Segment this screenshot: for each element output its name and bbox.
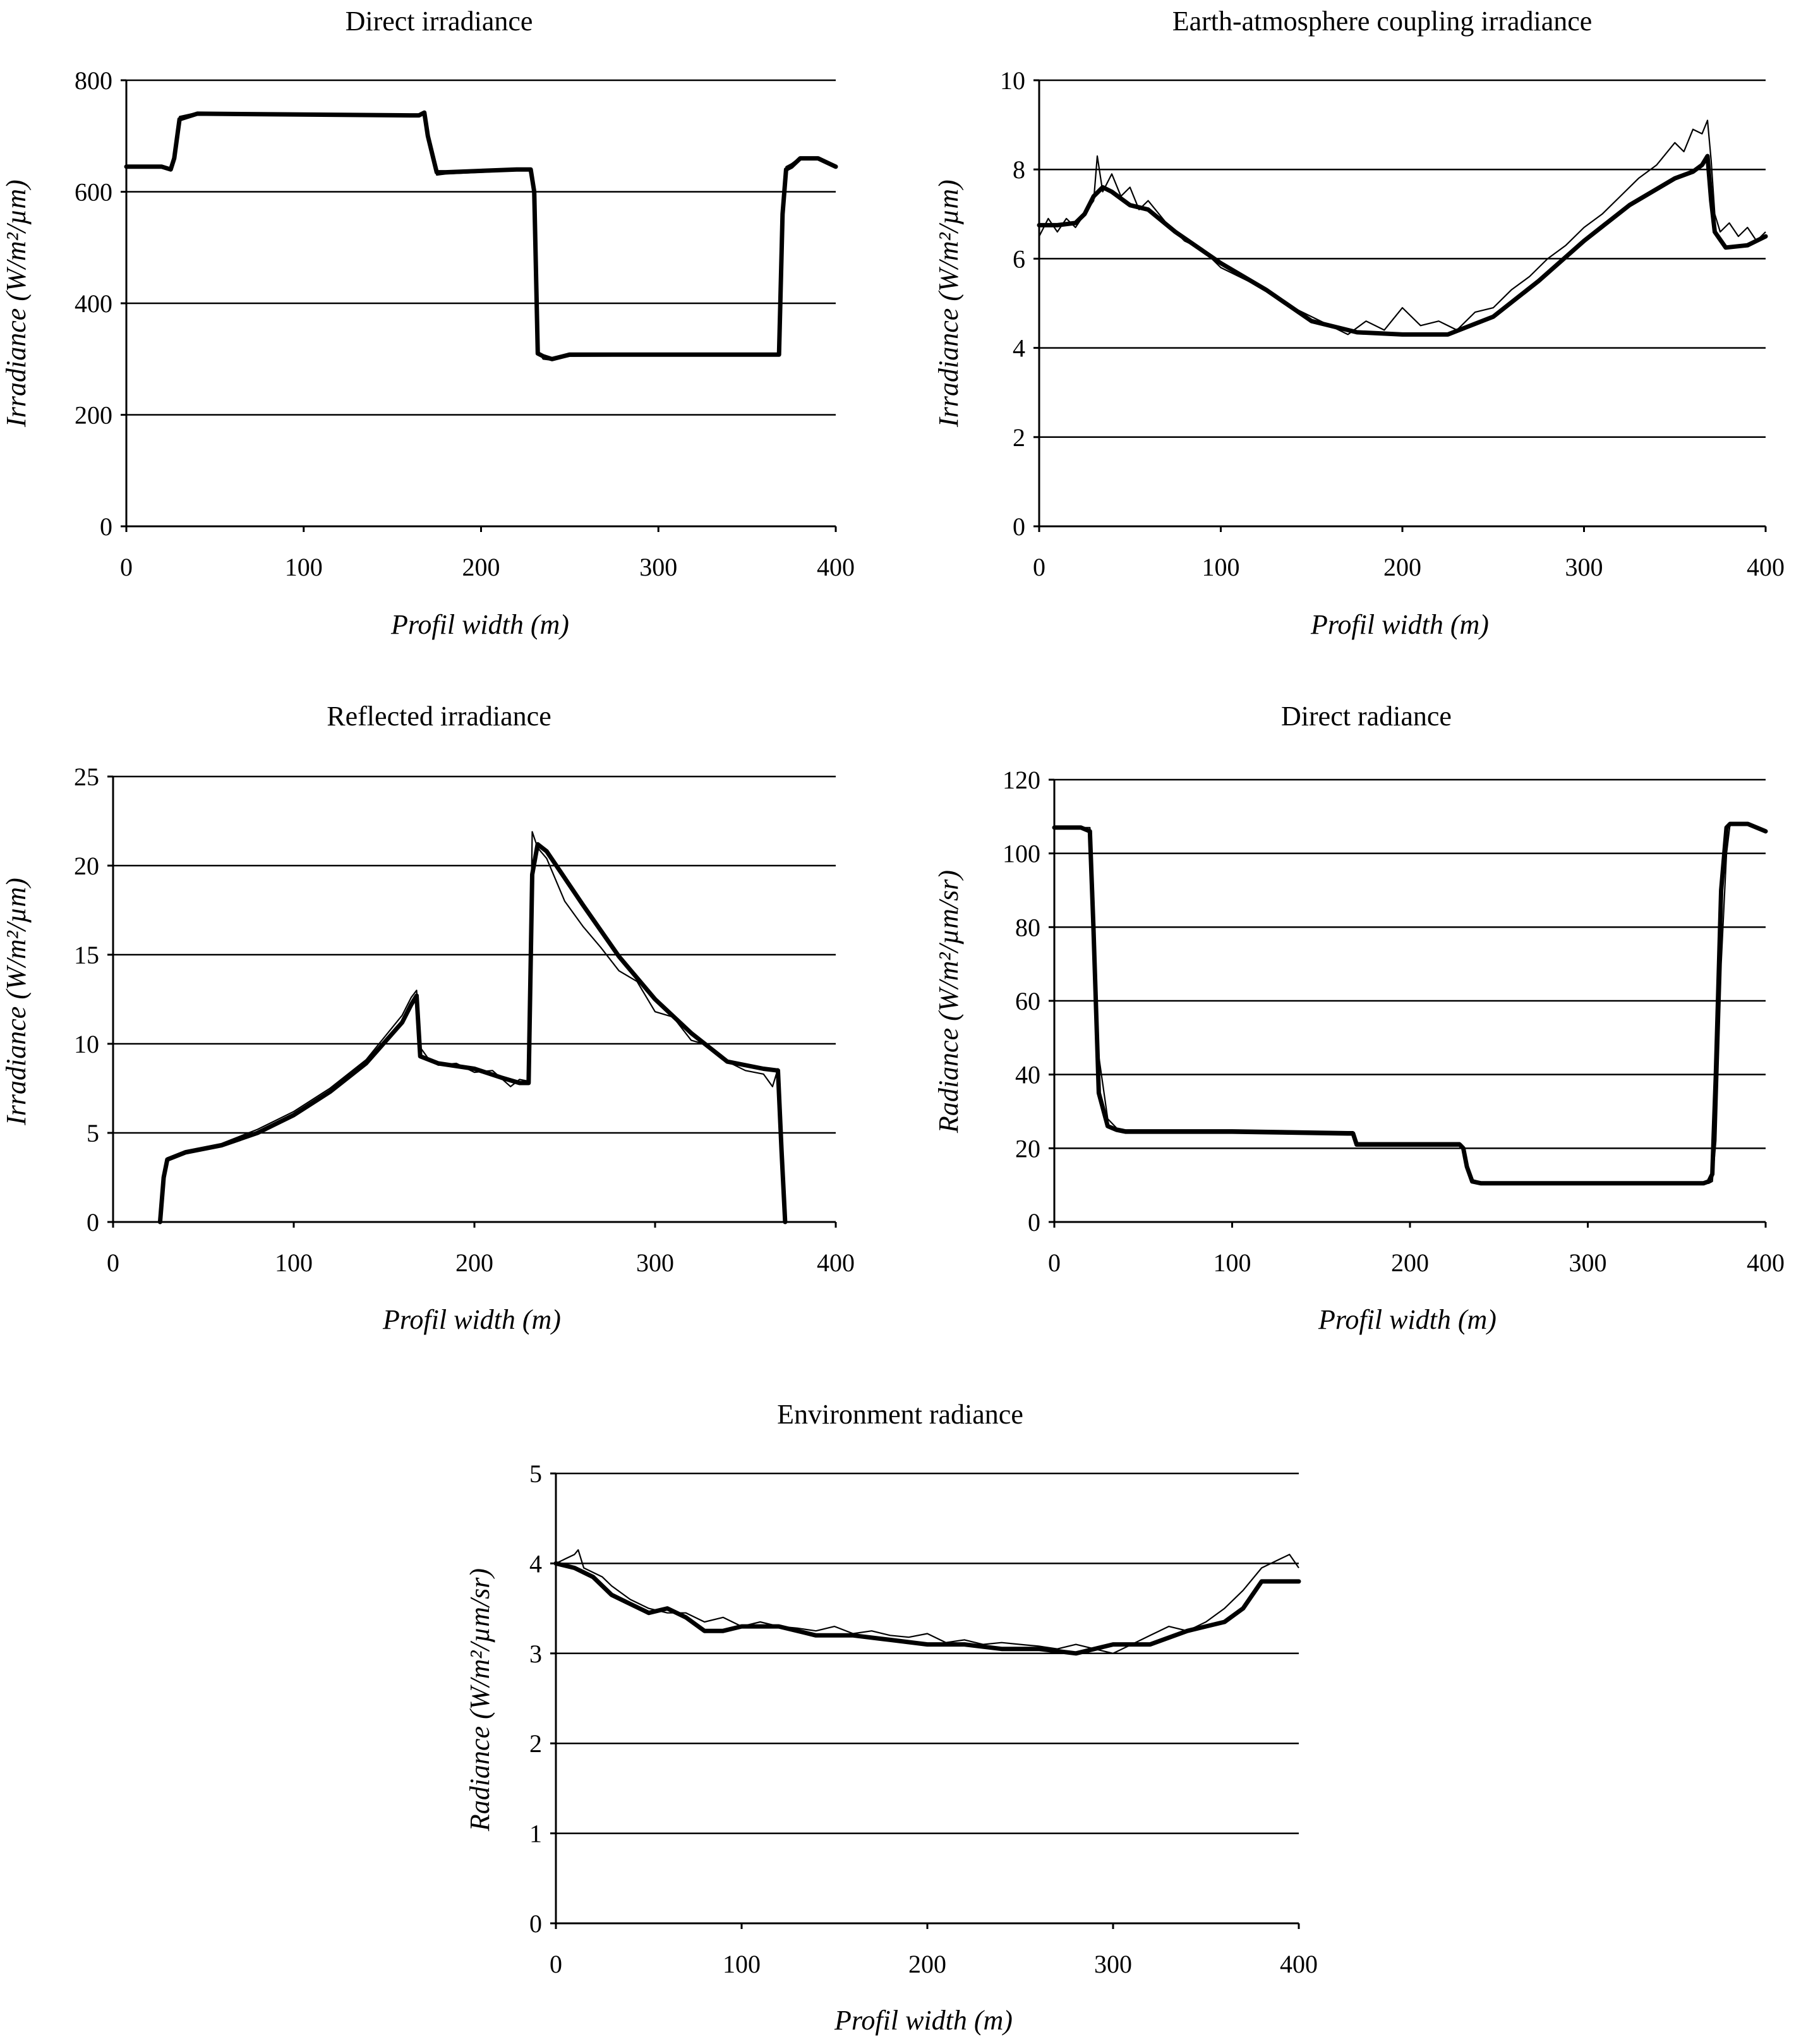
x-tick-label: 400 (1747, 553, 1785, 581)
series-line-thin (159, 831, 786, 1223)
x-tick-label: 200 (1391, 1249, 1429, 1277)
x-tick-label: 200 (1383, 553, 1421, 581)
y-tick-label: 4 (529, 1549, 542, 1578)
y-tick-label: 0 (100, 512, 112, 541)
y-tick-label: 25 (74, 763, 99, 791)
x-axis-label: Profil width (m) (382, 1304, 561, 1335)
y-tick-label: 400 (75, 289, 112, 318)
x-tick-label: 400 (817, 1249, 855, 1277)
x-tick-label: 100 (1214, 1249, 1251, 1277)
y-tick-label: 0 (1028, 1208, 1040, 1237)
series-line-thin (555, 1549, 1299, 1654)
y-tick-label: 100 (1003, 840, 1040, 868)
chart-title: Direct irradiance (346, 6, 533, 37)
series-line-thin (1039, 119, 1766, 336)
chart-earth-atmosphere-coupling-irradiance: Earth-atmosphere coupling irradiance Pro… (933, 6, 1785, 640)
x-tick-label: 100 (723, 1950, 761, 1978)
x-tick-label: 0 (550, 1950, 562, 1978)
y-tick-label: 5 (87, 1119, 99, 1147)
chart-direct-irradiance: Direct irradiance Profil width (m) Irrad… (1, 6, 855, 640)
y-tick-label: 3 (529, 1640, 542, 1668)
y-tick-label: 0 (1013, 512, 1025, 541)
y-tick-label: 0 (529, 1909, 542, 1938)
chart-title: Direct radiance (1281, 701, 1452, 732)
x-tick-label: 200 (462, 553, 500, 581)
y-tick-label: 4 (1013, 334, 1025, 363)
y-tick-label: 2 (1013, 423, 1025, 452)
x-tick-label: 100 (275, 1249, 313, 1277)
x-tick-label: 300 (1569, 1249, 1607, 1277)
y-tick-label: 40 (1015, 1061, 1040, 1089)
chart-environment-radiance: Environment radiance Profil width (m) Ra… (464, 1399, 1318, 2036)
y-tick-label: 20 (1015, 1134, 1040, 1163)
x-tick-label: 400 (817, 553, 855, 581)
x-tick-label: 0 (120, 553, 133, 581)
series-line-thick (124, 110, 838, 361)
chart-title: Reflected irradiance (327, 701, 551, 732)
y-tick-label: 200 (75, 401, 112, 430)
y-axis-label: Radiance (W/m²/µm/sr) (933, 870, 964, 1134)
y-tick-label: 0 (87, 1208, 99, 1237)
x-tick-label: 100 (1202, 553, 1240, 581)
x-tick-label: 400 (1280, 1950, 1318, 1978)
x-axis-label: Profil width (m) (834, 2005, 1013, 2036)
x-tick-label: 0 (1048, 1249, 1061, 1277)
y-tick-label: 600 (75, 178, 112, 207)
series-line-thick (1052, 821, 1768, 1186)
y-tick-label: 1 (529, 1820, 542, 1848)
x-tick-label: 100 (285, 553, 323, 581)
x-tick-label: 300 (639, 553, 677, 581)
y-tick-label: 120 (1003, 766, 1040, 794)
y-tick-label: 60 (1015, 987, 1040, 1015)
x-tick-label: 300 (636, 1249, 674, 1277)
x-axis-label: Profil width (m) (390, 609, 569, 640)
x-tick-label: 300 (1565, 553, 1603, 581)
x-axis-label: Profil width (m) (1318, 1304, 1497, 1335)
series-line-thick (1037, 154, 1768, 337)
series-line-thin (1054, 823, 1766, 1184)
x-tick-label: 0 (107, 1249, 119, 1277)
y-tick-label: 5 (529, 1460, 542, 1488)
y-tick-label: 2 (529, 1729, 542, 1758)
x-tick-label: 400 (1747, 1249, 1785, 1277)
y-axis-label: Irradiance (W/m²/µm) (1, 878, 32, 1126)
chart-title: Earth-atmosphere coupling irradiance (1172, 6, 1593, 37)
x-tick-label: 300 (1094, 1950, 1132, 1978)
y-tick-label: 10 (1000, 66, 1025, 95)
chart-reflected-irradiance: Reflected irradiance Profil width (m) Ir… (1, 701, 855, 1335)
y-axis-label: Irradiance (W/m²/µm) (933, 179, 964, 428)
y-tick-label: 6 (1013, 245, 1025, 273)
series-line-thick (157, 842, 788, 1225)
x-tick-label: 200 (908, 1950, 946, 1978)
y-axis-label: Irradiance (W/m²/µm) (1, 179, 32, 428)
series-line-thick (553, 1561, 1301, 1656)
x-axis-label: Profil width (m) (1310, 609, 1489, 640)
y-tick-label: 15 (74, 941, 99, 969)
y-axis-label: Radiance (W/m²/µm/sr) (464, 1568, 495, 1832)
y-tick-label: 8 (1013, 155, 1025, 184)
chart-direct-radiance: Direct radiance Profil width (m) Radianc… (933, 701, 1785, 1335)
y-tick-label: 10 (74, 1030, 99, 1058)
x-tick-label: 200 (455, 1249, 493, 1277)
x-tick-label: 0 (1033, 553, 1045, 581)
series-line-thin (126, 111, 836, 361)
chart-title: Environment radiance (777, 1399, 1023, 1430)
y-tick-label: 80 (1015, 913, 1040, 941)
y-tick-label: 800 (75, 66, 112, 95)
y-tick-label: 20 (74, 852, 99, 880)
